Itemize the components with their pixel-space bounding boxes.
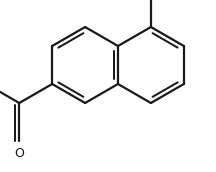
Text: O: O xyxy=(14,147,24,160)
